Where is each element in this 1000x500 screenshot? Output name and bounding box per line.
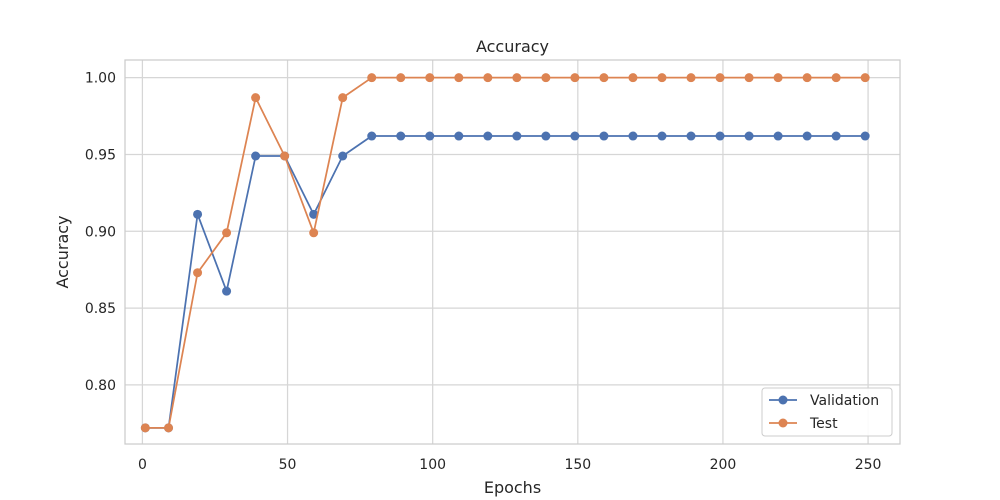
data-point-validation (599, 131, 609, 141)
series-validation (140, 131, 870, 433)
data-point-validation (686, 131, 696, 141)
y-tick-labels: 0.80 0.85 0.90 0.95 1.00 (85, 71, 116, 394)
data-point-validation (657, 131, 667, 141)
x-tick-label: 50 (279, 457, 297, 473)
y-tick-label: 1.00 (85, 71, 116, 87)
data-point-test (454, 73, 464, 83)
data-point-validation (831, 131, 841, 141)
data-point-test (860, 73, 870, 83)
series-test (140, 73, 870, 433)
data-point-test (251, 93, 261, 103)
series-line-validation (144, 135, 867, 429)
data-point-test (541, 73, 551, 83)
y-tick-label: 0.95 (85, 147, 116, 163)
chart-title: Accuracy (476, 37, 549, 56)
legend-marker-test (778, 418, 788, 428)
data-point-test (483, 73, 493, 83)
legend-label-validation: Validation (810, 393, 879, 409)
data-point-validation (570, 131, 580, 141)
x-axis-label: Epochs (484, 478, 541, 497)
legend: Validation Test (761, 387, 893, 437)
data-point-validation (251, 151, 261, 161)
data-point-test (280, 151, 290, 161)
legend-marker-validation (778, 395, 788, 405)
y-tick-label: 0.80 (85, 378, 116, 394)
data-point-validation (541, 131, 551, 141)
data-point-test (831, 73, 841, 83)
data-point-validation (802, 131, 812, 141)
data-point-test (715, 73, 725, 83)
series (140, 73, 870, 433)
data-point-validation (715, 131, 725, 141)
data-point-validation (193, 209, 203, 219)
data-point-test (222, 228, 232, 238)
plot-frame (124, 59, 901, 445)
x-tick-label: 150 (564, 457, 591, 473)
x-tick-label: 100 (419, 457, 446, 473)
data-point-test (802, 73, 812, 83)
data-point-validation (222, 286, 232, 296)
data-point-test (396, 73, 406, 83)
data-point-test (367, 73, 377, 83)
data-point-test (193, 268, 203, 278)
data-point-test (512, 73, 522, 83)
data-point-validation (744, 131, 754, 141)
data-point-validation (773, 131, 783, 141)
data-point-validation (309, 209, 319, 219)
data-point-validation (628, 131, 638, 141)
x-tick-label: 200 (710, 457, 737, 473)
data-point-test (164, 423, 174, 433)
data-point-validation (425, 131, 435, 141)
data-point-validation (454, 131, 464, 141)
y-tick-label: 0.85 (85, 301, 116, 317)
data-point-validation (512, 131, 522, 141)
x-tick-labels: 0 50 100 150 200 250 (138, 457, 881, 473)
data-point-test (773, 73, 783, 83)
legend-label-test: Test (809, 416, 838, 432)
data-point-test (140, 423, 150, 433)
x-tick-label: 0 (138, 457, 147, 473)
data-point-validation (396, 131, 406, 141)
data-point-test (686, 73, 696, 83)
data-point-test (338, 93, 348, 103)
data-point-test (570, 73, 580, 83)
data-point-test (425, 73, 435, 83)
data-point-validation (483, 131, 493, 141)
y-tick-label: 0.90 (85, 224, 116, 240)
data-point-validation (367, 131, 377, 141)
data-point-test (599, 73, 609, 83)
data-point-test (744, 73, 754, 83)
y-axis-label: Accuracy (53, 215, 72, 288)
data-point-test (657, 73, 667, 83)
series-line-test (144, 76, 867, 429)
x-tick-label: 250 (855, 457, 882, 473)
data-point-test (309, 228, 319, 238)
data-point-test (628, 73, 638, 83)
data-point-validation (338, 151, 348, 161)
data-point-validation (860, 131, 870, 141)
